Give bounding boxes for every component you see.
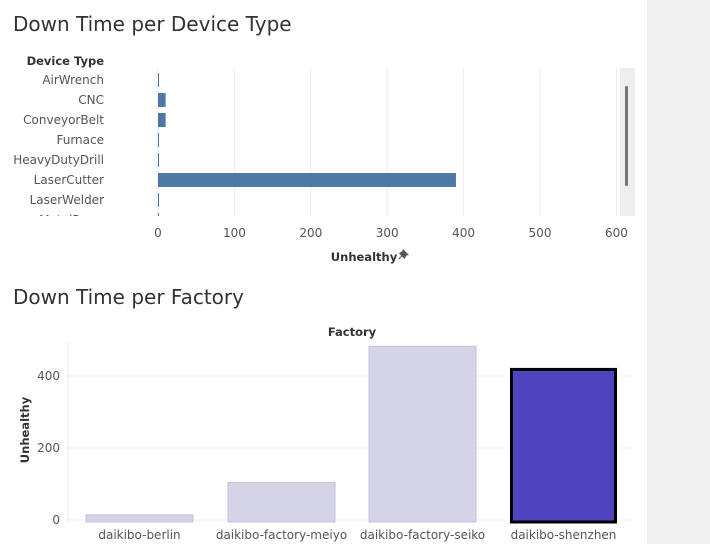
bar[interactable] xyxy=(158,133,159,147)
pin-icon[interactable] xyxy=(398,249,409,260)
y-category-label: CNC xyxy=(78,93,104,107)
x-category-label: daikibo-berlin xyxy=(98,528,180,542)
y-category-label: MetalPress xyxy=(39,213,104,227)
x-axis-title: Unhealthy xyxy=(331,250,398,264)
scrollbar-thumb[interactable] xyxy=(625,86,628,186)
x-tick-label: 200 xyxy=(299,226,322,240)
bar[interactable] xyxy=(158,93,166,107)
side-panel xyxy=(647,0,710,544)
y-category-label: LaserWelder xyxy=(30,193,104,207)
bar[interactable] xyxy=(85,514,194,523)
device-chart-title: Down Time per Device Type xyxy=(13,12,292,36)
x-category-label: daikibo-factory-meiyo xyxy=(216,528,347,542)
x-tick-label: 400 xyxy=(452,226,475,240)
y-tick-label: 400 xyxy=(37,369,60,383)
y-category-label: ConveyorBelt xyxy=(23,113,104,127)
y-tick-label: 200 xyxy=(37,441,60,455)
bar[interactable] xyxy=(158,193,159,207)
y-category-label: AirWrench xyxy=(42,73,104,87)
bar[interactable] xyxy=(158,73,159,87)
column-header-factory: Factory xyxy=(328,325,377,339)
x-tick-label: 100 xyxy=(223,226,246,240)
y-tick-label: 0 xyxy=(52,513,60,527)
bar[interactable] xyxy=(158,153,159,167)
x-tick-label: 600 xyxy=(605,226,628,240)
y-category-label: LaserCutter xyxy=(34,173,104,187)
y-category-label: HeavyDutyDrill xyxy=(13,153,104,167)
factory-chart-title: Down Time per Factory xyxy=(13,285,244,309)
x-tick-label: 300 xyxy=(376,226,399,240)
x-category-label: daikibo-shenzhen xyxy=(511,528,617,542)
bar[interactable] xyxy=(158,173,456,187)
bar[interactable] xyxy=(368,345,477,523)
bar[interactable] xyxy=(227,481,336,523)
y-axis-title: Unhealthy xyxy=(18,396,32,463)
bar[interactable] xyxy=(158,213,159,227)
x-tick-label: 0 xyxy=(154,226,162,240)
x-tick-label: 500 xyxy=(529,226,552,240)
x-category-label: daikibo-factory-seiko xyxy=(360,528,485,542)
row-header-device-type: Device Type xyxy=(27,54,105,68)
factory-bar-chart: Factory Unhealthy 0 200 400 daikibo-berlin d… xyxy=(18,325,632,542)
device-type-bar-chart: Device Type AirWrench CNC ConveyorBelt Furn… xyxy=(13,54,635,264)
y-category-label: Furnace xyxy=(56,133,104,147)
bar[interactable] xyxy=(158,113,166,127)
bar[interactable] xyxy=(510,367,617,524)
